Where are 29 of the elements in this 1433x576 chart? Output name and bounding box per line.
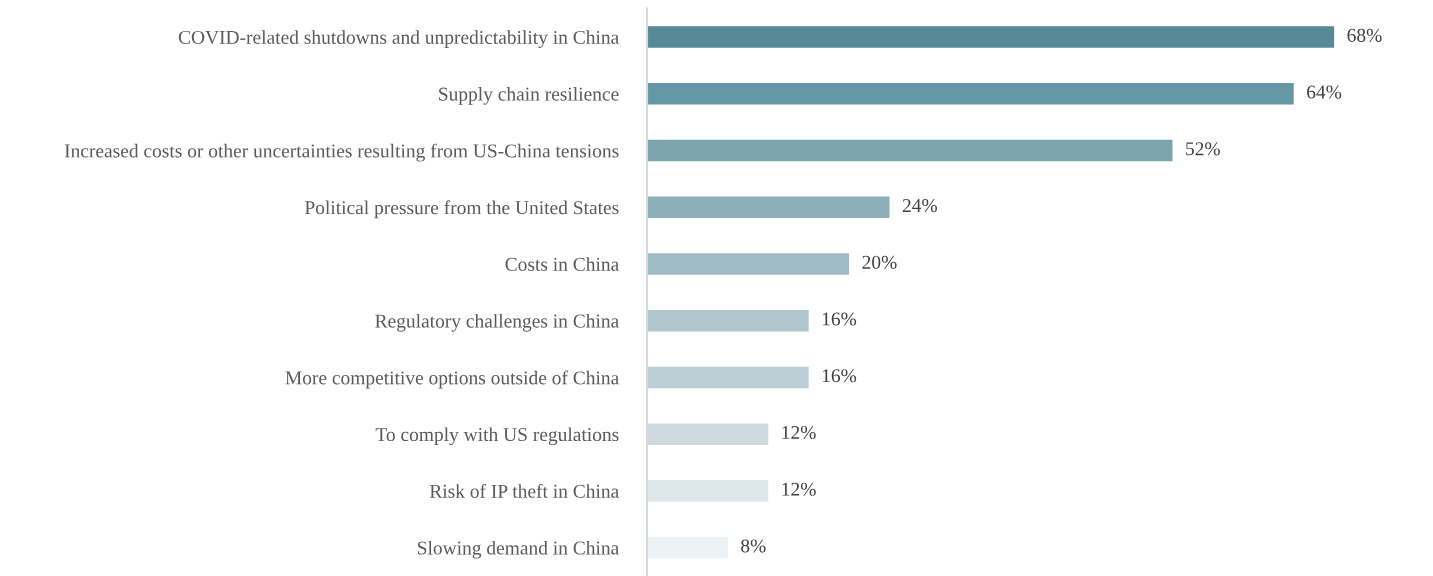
y-tick-label: COVID-related shutdowns and unpredictability in China xyxy=(178,30,619,48)
bar xyxy=(647,366,809,389)
bar xyxy=(647,253,850,275)
bar xyxy=(647,82,1294,105)
y-tick-label: To comply with US regulations xyxy=(375,427,619,446)
bar xyxy=(647,536,728,559)
bar xyxy=(647,480,769,502)
data-label: 16% xyxy=(822,312,857,326)
data-label: 12% xyxy=(782,425,816,440)
bar xyxy=(647,196,890,218)
data-label: 16% xyxy=(822,369,857,383)
bar xyxy=(647,139,1173,162)
y-tick-label: Risk of IP theft in China xyxy=(429,483,619,498)
y-tick-label: More competitive options outside of China xyxy=(285,370,619,389)
bar xyxy=(647,309,809,332)
data-label: 64% xyxy=(1307,85,1342,99)
y-tick-label: Political pressure from the United States xyxy=(304,200,619,219)
data-label: 12% xyxy=(782,482,816,496)
bar xyxy=(647,26,1335,48)
data-label: 52% xyxy=(1186,142,1220,156)
y-tick-label: Increased costs or other uncertainties resulting from US-China tensions xyxy=(64,143,619,162)
y-tick-label: Regulatory challenges in China xyxy=(375,313,619,332)
y-tick-label: Slowing demand in China xyxy=(417,540,619,559)
data-label: 20% xyxy=(862,255,897,269)
data-label: 8% xyxy=(741,539,766,553)
data-label: 24% xyxy=(902,198,937,213)
y-tick-label: Supply chain resilience xyxy=(439,87,619,105)
y-tick-label: Costs in China xyxy=(505,257,619,271)
data-label: 68% xyxy=(1347,28,1382,42)
